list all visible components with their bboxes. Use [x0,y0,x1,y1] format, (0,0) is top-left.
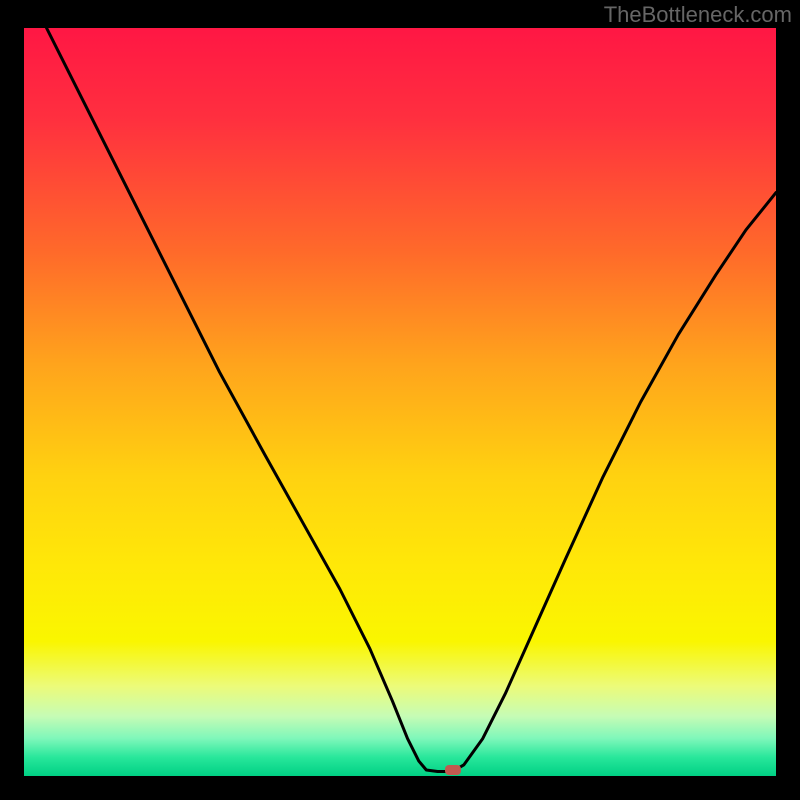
target-marker [445,765,461,775]
bottleneck-curve [24,28,776,776]
plot-area [24,28,776,776]
watermark-text: TheBottleneck.com [604,2,792,28]
chart-container: TheBottleneck.com [0,0,800,800]
